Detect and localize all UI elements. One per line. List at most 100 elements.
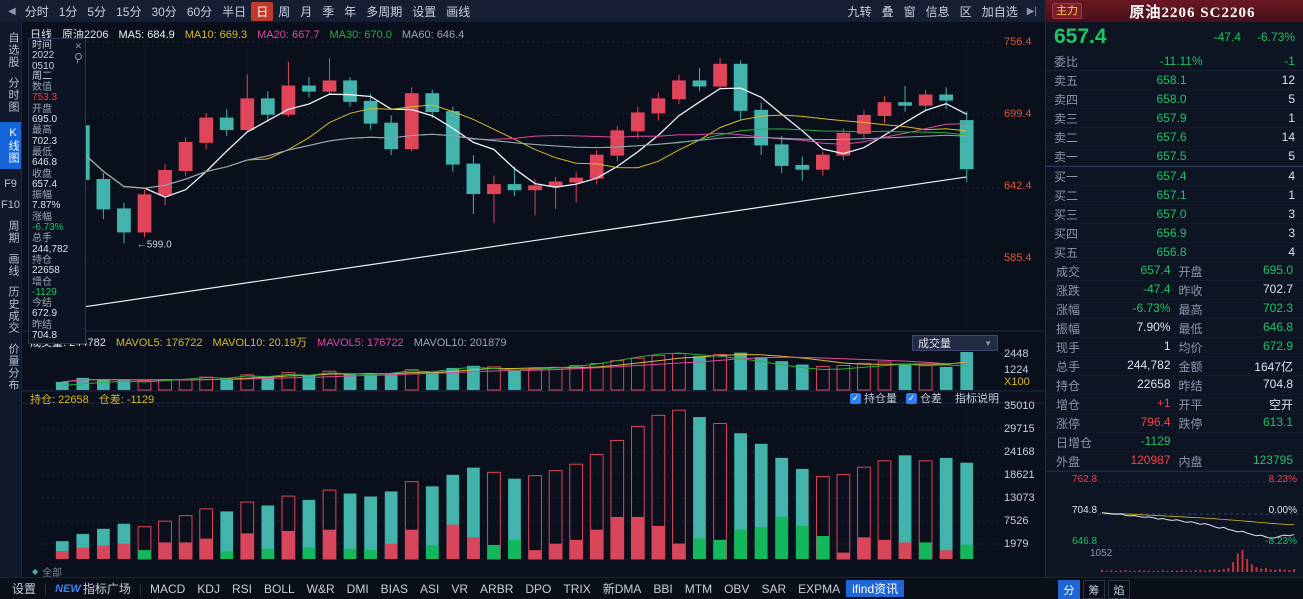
view-tab-焰[interactable]: 焰 <box>1108 580 1130 599</box>
book-row-买四[interactable]: 买四 656.9 3 <box>1046 224 1303 243</box>
indicator-tab-DMI[interactable]: DMI <box>346 581 369 596</box>
indicator-tab-RSI[interactable]: RSI <box>231 581 252 596</box>
intraday-mini-svg[interactable] <box>1098 474 1298 574</box>
axis-label: 13073 <box>1004 492 1035 504</box>
tool-item-区[interactable]: 区 <box>959 4 972 19</box>
indicator-tab-ASI[interactable]: ASI <box>420 581 440 596</box>
indicator-tab-BOLL[interactable]: BOLL <box>263 581 295 596</box>
indicator-plaza-button[interactable]: NEW 指标广场 <box>49 578 137 599</box>
period-item-设置[interactable]: 设置 <box>412 4 437 19</box>
sidebar-item-周期[interactable]: 周期 <box>7 220 19 244</box>
stat-value: 1 <box>1163 338 1171 353</box>
sidebar-item-K线图[interactable]: K线图 <box>0 122 21 169</box>
indicator-tab-MTM[interactable]: MTM <box>684 581 713 596</box>
settings-button[interactable]: 设置 <box>12 582 37 596</box>
book-row-卖五[interactable]: 卖五 658.1 12 <box>1046 71 1303 90</box>
period-item-多周期[interactable]: 多周期 <box>366 4 403 19</box>
kline-chart-svg[interactable]: ←599.0 <box>22 22 1045 577</box>
period-item-半日[interactable]: 半日 <box>222 4 247 19</box>
book-price: 657.4 <box>1156 169 1187 183</box>
diamond-icon: ◆ <box>32 567 39 576</box>
info-label: 涨幅 <box>32 211 52 223</box>
kline-legend: 日线 原油2206 MA5: 684.9 MA10: 669.3 MA20: 667.7… <box>30 26 474 42</box>
scroll-left-icon[interactable]: ◀ <box>8 5 16 17</box>
indicator-tab-MACD[interactable]: MACD <box>149 581 186 596</box>
sidebar-item-历史成交[interactable]: 历史成交 <box>7 286 19 334</box>
period-item-画线[interactable]: 画线 <box>446 4 471 19</box>
indicator-tab-SAR[interactable]: SAR <box>761 581 787 596</box>
info-value: -6.73% <box>32 222 64 234</box>
book-row-买三[interactable]: 买三 657.0 3 <box>1046 205 1303 224</box>
indicator-tab-VR[interactable]: VR <box>451 581 469 596</box>
stat-value: 704.8 <box>1262 376 1293 391</box>
book-row-卖二[interactable]: 卖二 657.6 14 <box>1046 128 1303 147</box>
indicator-tab-KDJ[interactable]: KDJ <box>197 581 220 596</box>
stat-cell-昨结: 昨结 704.8 <box>1175 377 1298 394</box>
book-row-卖三[interactable]: 卖三 657.9 1 <box>1046 109 1303 128</box>
main-force-badge[interactable]: 主力 <box>1052 3 1082 19</box>
period-item-周[interactable]: 周 <box>278 4 291 19</box>
book-qty: 12 <box>1281 73 1295 87</box>
indicator-tab-DPO[interactable]: DPO <box>525 581 552 596</box>
book-row-买二[interactable]: 买二 657.1 1 <box>1046 186 1303 205</box>
checkbox-持仓量[interactable]: ✓ <box>850 392 861 404</box>
period-item-季[interactable]: 季 <box>322 4 335 19</box>
stat-label: 昨结 <box>1178 378 1203 393</box>
tool-item-加自选[interactable]: 加自选 <box>981 4 1018 19</box>
book-row-卖四[interactable]: 卖四 658.0 5 <box>1046 90 1303 109</box>
period-item-1分[interactable]: 1分 <box>58 4 78 19</box>
info-value: 695.0 <box>32 114 58 126</box>
period-item-年[interactable]: 年 <box>344 4 357 19</box>
book-qty: 4 <box>1288 245 1295 259</box>
tool-item-信息[interactable]: 信息 <box>925 4 950 19</box>
volume-indicator-dropdown[interactable]: 成交量 ▼ <box>912 335 998 351</box>
indicator-tab-BBI[interactable]: BBI <box>653 581 673 596</box>
indicator-tab-W&R[interactable]: W&R <box>306 581 335 596</box>
view-tab-筹[interactable]: 筹 <box>1083 580 1105 599</box>
stat-cell-开平: 开平 空开 <box>1175 396 1298 413</box>
sidebar-item-分时图[interactable]: 分时图 <box>7 77 19 113</box>
period-item-日[interactable]: 日 <box>251 1 274 21</box>
indicator-tab-新DMA[interactable]: 新DMA <box>602 582 642 596</box>
tool-item-窗[interactable]: 窗 <box>903 4 916 19</box>
book-row-卖一[interactable]: 卖一 657.5 5 <box>1046 147 1303 166</box>
indicator-tab-TRIX[interactable]: TRIX <box>563 581 591 596</box>
stat-value: 1647亿 <box>1254 359 1293 374</box>
sidebar-item-自选股[interactable]: 自选股 <box>7 32 19 68</box>
sidebar-item-F9[interactable]: F9 <box>4 178 17 190</box>
close-icon[interactable]: ✕ <box>74 41 82 51</box>
book-label: 买五 <box>1054 245 1079 260</box>
indicator-tab-ifind资讯[interactable]: ifind资讯 <box>846 580 905 597</box>
indicator-tab-ARBR[interactable]: ARBR <box>480 581 514 596</box>
axis-label: 29715 <box>1004 423 1035 435</box>
sidebar-item-价量分布[interactable]: 价量分布 <box>7 343 19 391</box>
period-item-30分[interactable]: 30分 <box>151 4 177 19</box>
period-item-分时[interactable]: 分时 <box>24 4 49 19</box>
sidebar-item-画线[interactable]: 画线 <box>7 253 19 277</box>
indicator-help-link[interactable]: 指标说明 <box>955 393 999 405</box>
chart-area: ←599.0 日线 原油2206 MA5: 684.9 MA10: 669.3 MA20… <box>22 22 1045 579</box>
indicator-tab-OBV[interactable]: OBV <box>724 581 750 596</box>
view-tab-分[interactable]: 分 <box>1058 580 1080 599</box>
book-row-买一[interactable]: 买一 657.4 4 <box>1046 167 1303 186</box>
indicator-tab-BIAS[interactable]: BIAS <box>380 581 409 596</box>
info-value: 657.4 <box>32 178 58 190</box>
period-item-5分[interactable]: 5分 <box>87 4 107 19</box>
scroll-right-icon[interactable]: ▶| <box>1026 5 1037 17</box>
period-item-60分[interactable]: 60分 <box>186 4 213 19</box>
stat-cell-持仓: 持仓 22658 <box>1052 377 1175 394</box>
tool-item-九转[interactable]: 九转 <box>847 4 872 19</box>
tool-item-叠[interactable]: 叠 <box>881 4 894 19</box>
checkbox-仓差[interactable]: ✓ <box>906 392 917 404</box>
book-row-买五[interactable]: 买五 656.8 4 <box>1046 243 1303 262</box>
range-tab-全部[interactable]: 全部 <box>42 568 63 579</box>
sidebar-item-F10[interactable]: F10 <box>1 199 20 211</box>
indicator-tab-EXPMA[interactable]: EXPMA <box>798 581 841 596</box>
stat-label: 跌停 <box>1178 416 1203 431</box>
period-item-15分[interactable]: 15分 <box>116 4 142 19</box>
stat-label: 涨停 <box>1056 416 1081 431</box>
legend-token: MAVOL10: 201879 <box>413 337 507 349</box>
book-price: 657.0 <box>1156 207 1187 221</box>
period-item-月[interactable]: 月 <box>300 4 313 19</box>
pin-icon[interactable] <box>75 53 82 63</box>
